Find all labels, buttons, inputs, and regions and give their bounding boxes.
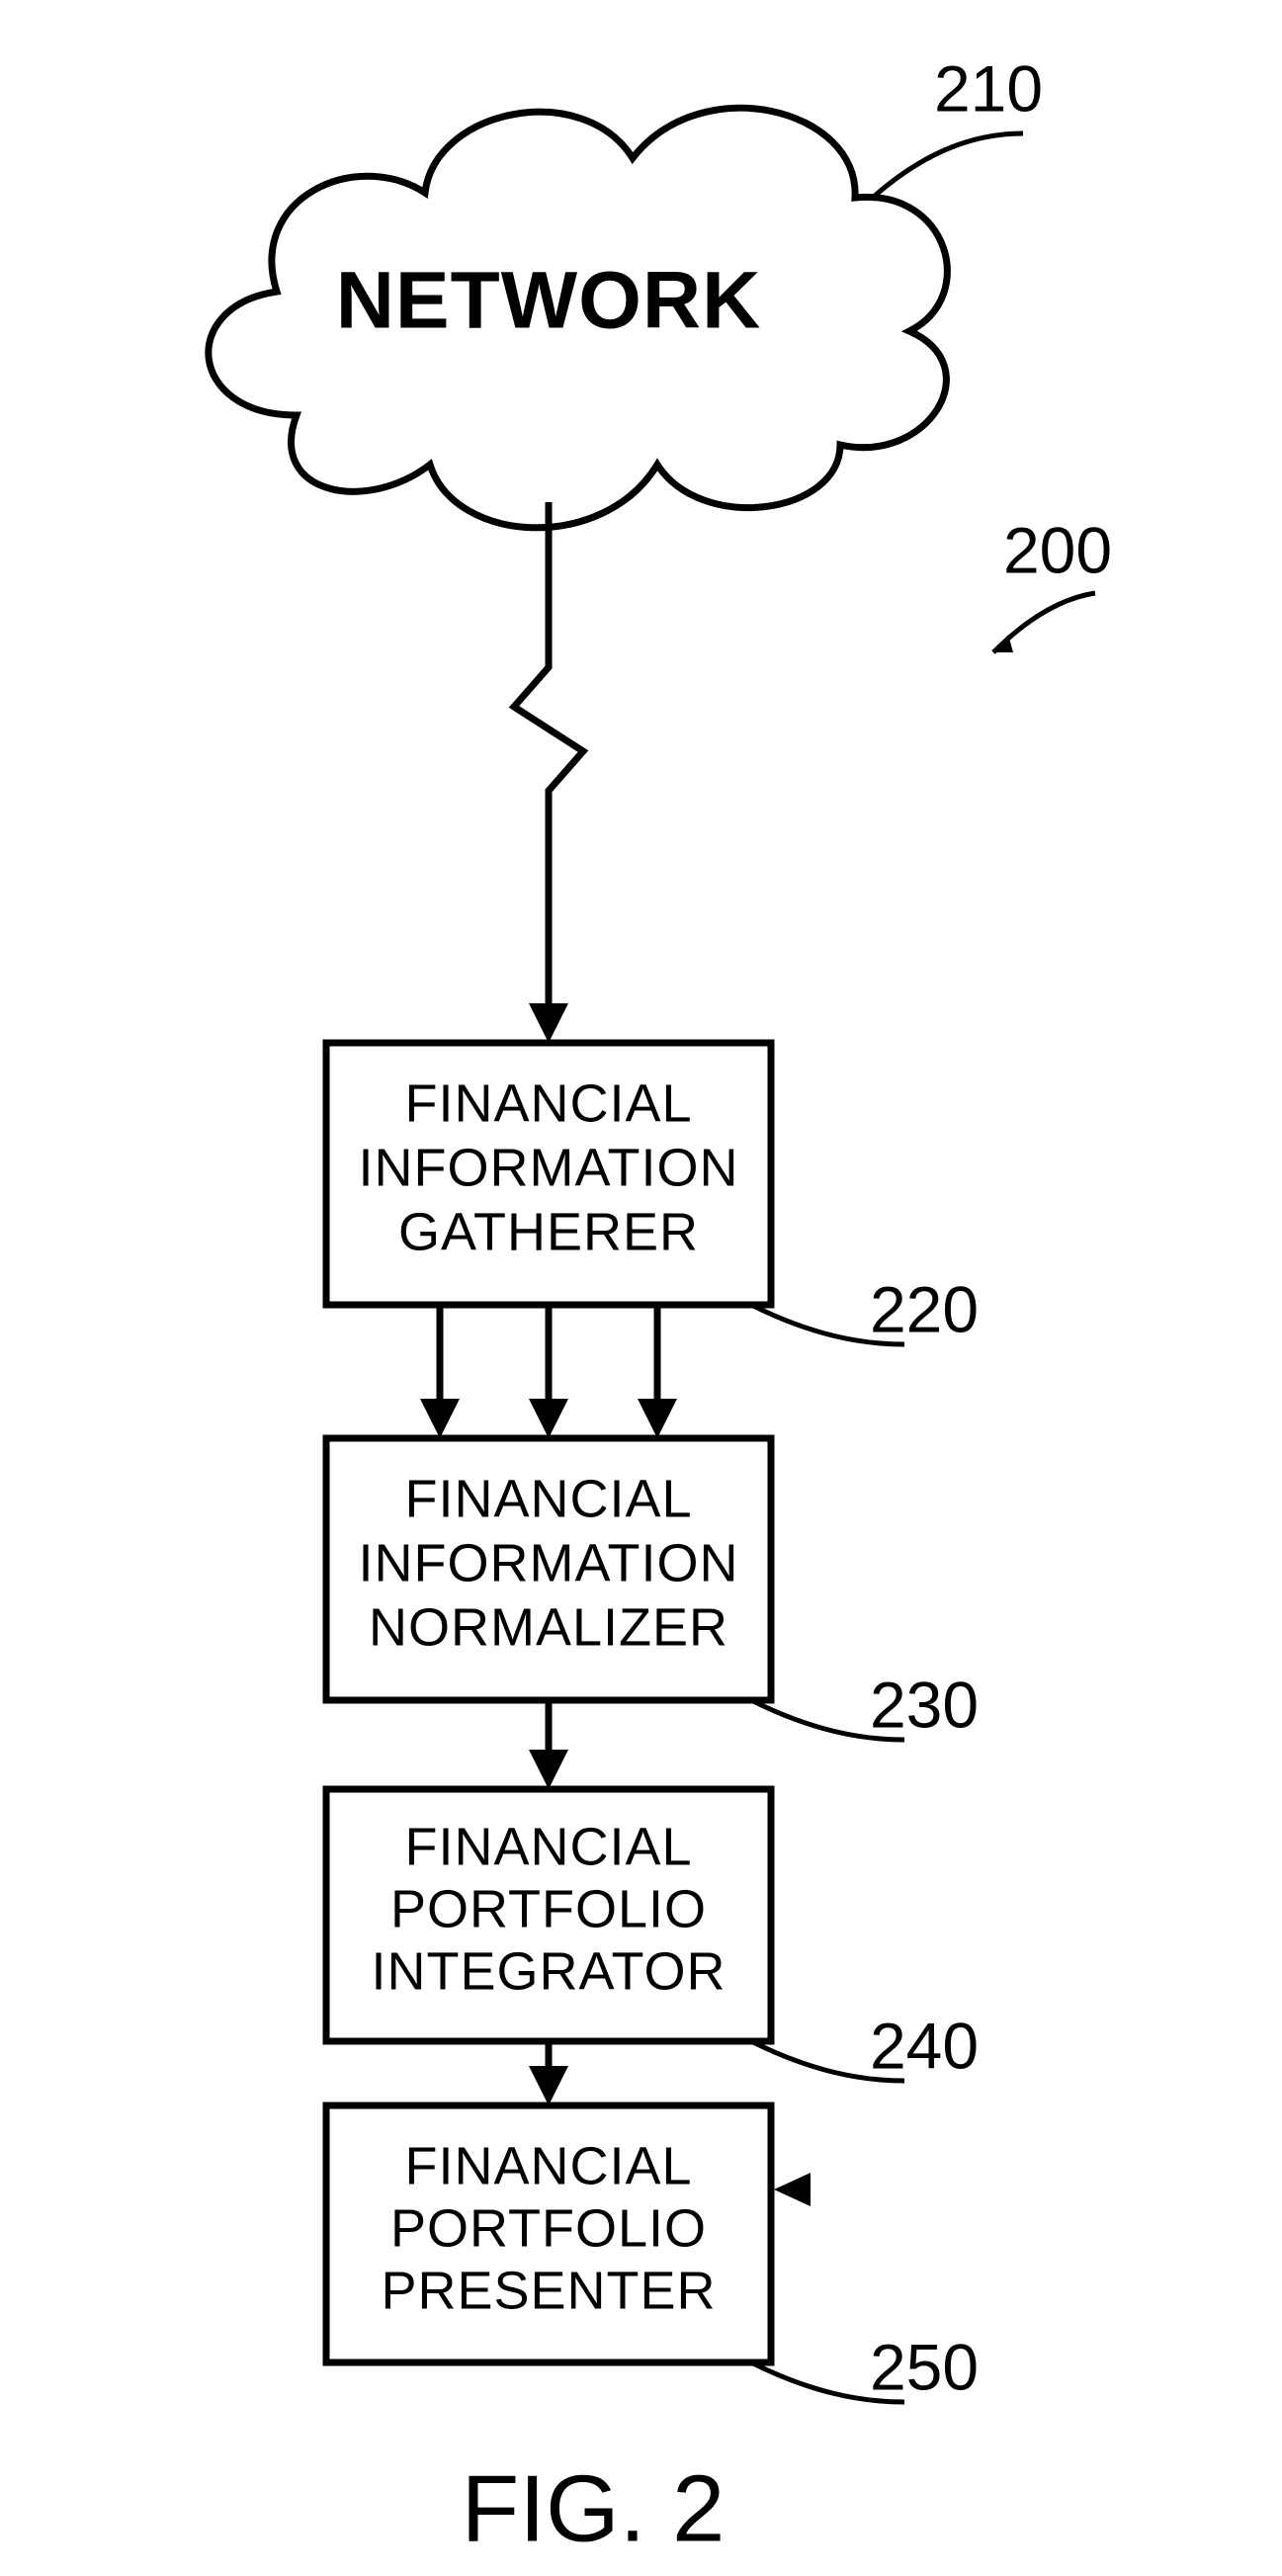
integrator-block: FINANCIAL PORTFOLIO INTEGRATOR (326, 1789, 771, 2041)
conn-normalizer-integrator (529, 1700, 568, 1789)
integrator-line3: INTEGRATOR (371, 1941, 726, 2001)
network-cloud: NETWORK (209, 108, 948, 528)
figure-caption: FIG. 2 (462, 2455, 726, 2561)
ref-230: 230 (751, 1668, 979, 1741)
ref-250: 250 (751, 2330, 979, 2403)
ref-240-text: 240 (870, 2009, 979, 2082)
gatherer-line1: FINANCIAL (404, 1073, 692, 1133)
normalizer-block: FINANCIAL INFORMATION NORMALIZER (326, 1438, 771, 1700)
presenter-line3: PRESENTER (381, 2261, 716, 2320)
presenter-side-arrow (774, 2173, 811, 2206)
normalizer-line2: INFORMATION (359, 1533, 739, 1592)
gatherer-line3: GATHERER (398, 1202, 699, 1261)
ref-200-text: 200 (1003, 513, 1112, 586)
ref-210: 210 (875, 51, 1043, 196)
diagram-page: { "network": { "label": "NETWORK", "ref"… (0, 0, 1282, 2576)
presenter-line1: FINANCIAL (404, 2136, 692, 2195)
integrator-line2: PORTFOLIO (390, 1879, 707, 1938)
conn-cloud-gatherer (514, 502, 583, 1043)
conn-integrator-presenter (529, 2041, 568, 2105)
gatherer-line2: INFORMATION (359, 1138, 739, 1197)
integrator-line1: FINANCIAL (404, 1817, 692, 1876)
conn-gatherer-normalizer (420, 1305, 677, 1438)
presenter-block: FINANCIAL PORTFOLIO PRESENTER (326, 2105, 771, 2362)
normalizer-line1: FINANCIAL (404, 1469, 692, 1528)
ref-200: 200 (993, 513, 1112, 652)
ref-230-text: 230 (870, 1668, 979, 1741)
diagram-svg: NETWORK 210 200 FINANCIAL INFORMATION GA… (0, 0, 1282, 2576)
normalizer-line3: NORMALIZER (369, 1597, 728, 1657)
presenter-line2: PORTFOLIO (390, 2198, 707, 2258)
ref-220-text: 220 (870, 1272, 979, 1345)
ref-240: 240 (751, 2009, 979, 2082)
ref-220: 220 (751, 1272, 979, 1345)
network-label: NETWORK (336, 256, 762, 346)
ref-210-text: 210 (934, 51, 1043, 125)
gatherer-block: FINANCIAL INFORMATION GATHERER (326, 1043, 771, 1305)
ref-250-text: 250 (870, 2330, 979, 2403)
